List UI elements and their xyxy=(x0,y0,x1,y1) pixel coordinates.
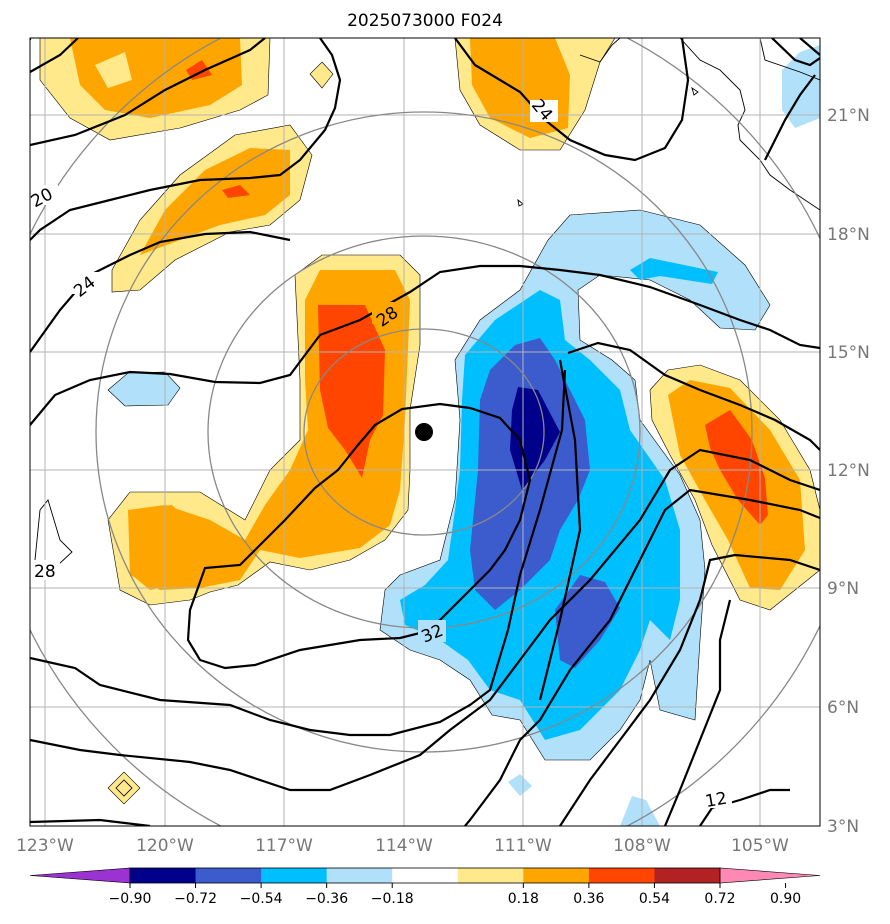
lat-label: 15°N xyxy=(827,343,870,363)
colorbar-segment xyxy=(654,868,721,883)
colorbar: −0.90 −0.72 −0.54 −0.36 −0.18 0.18 0.36 0.54 0.7… xyxy=(29,867,821,907)
colorbar-tick-label: −0.54 xyxy=(240,891,283,907)
lon-label: 117°W xyxy=(255,836,313,856)
lon-label: 111°W xyxy=(494,836,552,856)
lon-label: 108°W xyxy=(613,836,671,856)
graticule xyxy=(30,38,820,826)
map-area: 20 24 24 28 28 32 12 xyxy=(30,38,820,826)
colorbar-tick-label: 0.36 xyxy=(573,891,604,907)
contour-label-28-left: 28 xyxy=(34,562,56,582)
lat-label: 18°N xyxy=(827,225,870,245)
lat-label: 12°N xyxy=(827,461,870,481)
colorbar-tick-label: 0.54 xyxy=(639,891,670,907)
lon-label: 123°W xyxy=(16,836,74,856)
lon-label: 120°W xyxy=(136,836,194,856)
colorbar-segment xyxy=(326,868,393,883)
map-frame xyxy=(29,37,821,827)
colorbar-segment xyxy=(130,868,197,883)
lat-label: 21°N xyxy=(827,106,870,126)
colorbar-tick-label: 0.90 xyxy=(770,891,801,907)
colorbar-segment xyxy=(195,868,262,883)
contour-labels: 20 24 24 28 28 32 12 xyxy=(30,96,732,812)
lat-label: 3°N xyxy=(827,817,859,837)
colorbar-segment xyxy=(588,868,655,883)
colorbar-tick-label: −0.90 xyxy=(109,891,152,907)
title: 2025073000 F024 xyxy=(347,11,503,31)
colorbar-segment xyxy=(523,868,590,883)
contours xyxy=(30,38,820,826)
colorbar-segment xyxy=(457,868,524,883)
colorbar-extend-high xyxy=(719,867,821,884)
latitude-labels: 21°N 18°N 15°N 12°N 9°N 6°N 3°N xyxy=(827,106,870,837)
longitude-labels: 123°W 120°W 117°W 114°W 111°W 108°W 105°… xyxy=(16,836,789,856)
colorbar-segment xyxy=(392,868,459,883)
colorbar-tick-label: −0.18 xyxy=(371,891,414,907)
colorbar-tick-label: −0.72 xyxy=(174,891,217,907)
lat-label: 6°N xyxy=(827,698,859,718)
storm-center-dot xyxy=(415,423,433,441)
colorbar-tick-label: −0.36 xyxy=(305,891,348,907)
lon-label: 105°W xyxy=(731,836,789,856)
colorbar-extend-low xyxy=(29,867,131,884)
lon-label: 114°W xyxy=(375,836,433,856)
lat-label: 9°N xyxy=(827,579,859,599)
colorbar-segment xyxy=(261,868,328,883)
range-rings xyxy=(30,38,820,826)
contour-label-12: 12 xyxy=(704,789,729,812)
colorbar-tick-label: 0.18 xyxy=(508,891,539,907)
colorbar-tick-label: 0.72 xyxy=(704,891,735,907)
colorbar-frame xyxy=(129,867,721,884)
